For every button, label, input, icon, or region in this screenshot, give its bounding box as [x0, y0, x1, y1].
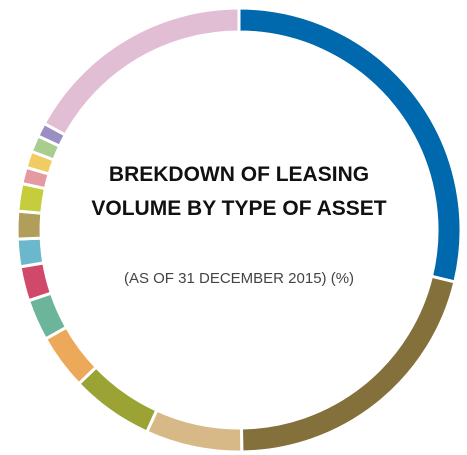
donut-segment: [18, 261, 54, 303]
chart-title: BREKDOWN OF LEASING VOLUME BY TYPE OF AS…: [91, 163, 387, 220]
donut-segment: [76, 364, 159, 434]
donut-segment: [237, 6, 463, 284]
chart-subtitle: (AS OF 31 DECEMBER 2015) (%): [123, 270, 355, 287]
donut-segment: [15, 236, 46, 269]
donut-segment: [15, 209, 44, 241]
donut-segment: [239, 274, 457, 454]
donut-segment: [42, 6, 241, 138]
donut-segment: [144, 408, 244, 454]
